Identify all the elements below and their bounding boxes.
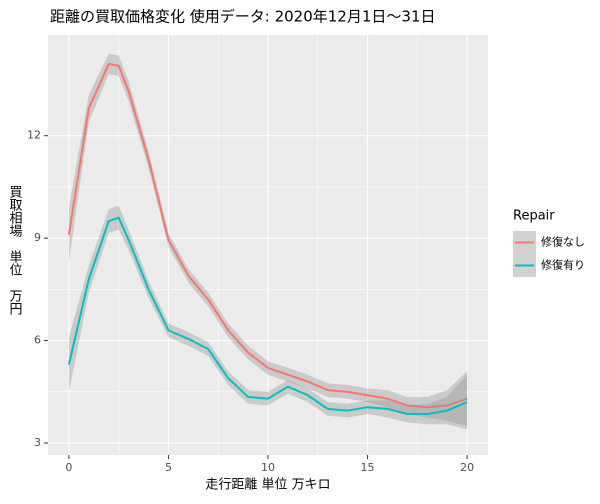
confidence-band — [68, 205, 468, 430]
x-tick-label: 5 — [165, 461, 172, 474]
x-tick-label: 15 — [361, 461, 375, 474]
y-tick-label: 6 — [34, 334, 41, 347]
x-tick-label: 0 — [65, 461, 72, 474]
y-tick-label: 12 — [27, 129, 41, 142]
legend-label: 修復なし — [541, 235, 585, 249]
x-axis-label: 走行距離 単位 万キロ — [205, 477, 330, 493]
legend-title: Repair — [513, 209, 555, 224]
y-tick-label: 9 — [34, 231, 41, 244]
x-tick-label: 10 — [261, 461, 275, 474]
line — [67, 63, 468, 409]
x-tick-label: 20 — [460, 461, 474, 474]
chart-title: 距離の買取価格変化 使用データ: 2020年12月1日～31日 — [50, 8, 435, 26]
y-axis-label: 買取相場 単位 万円 — [7, 185, 23, 315]
legend-label: 修復有り — [541, 258, 585, 272]
line — [67, 216, 468, 416]
y-tick-label: 3 — [34, 436, 41, 449]
